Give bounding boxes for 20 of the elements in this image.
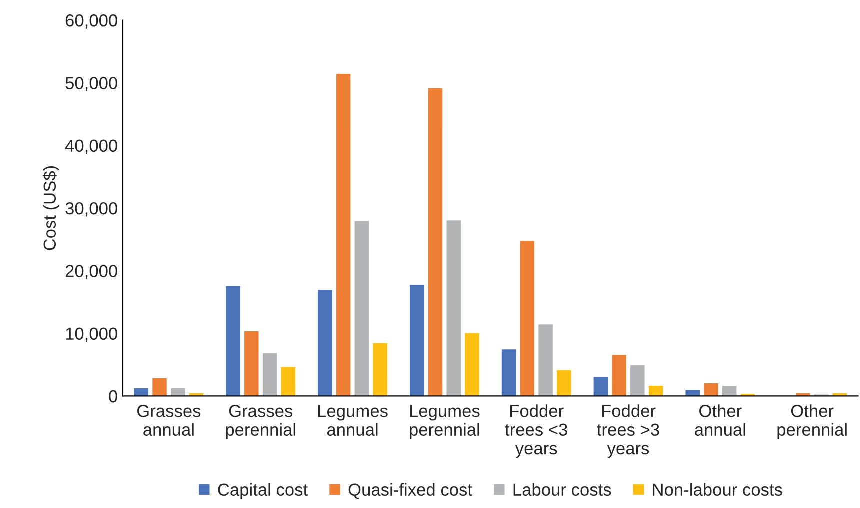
y-tick-label: 20,000: [66, 265, 118, 280]
x-tick-label: Fodder trees <3 years: [505, 404, 568, 458]
x-tick-label: Fodder trees >3 years: [597, 404, 660, 458]
x-tick-label: Grasses annual: [137, 405, 201, 436]
y-tick-label: 30,000: [66, 202, 118, 217]
y-axis-title: Cost (US$): [43, 166, 60, 250]
x-tick-label: Legumes annual: [318, 405, 388, 436]
x-tick-label: Other annual: [695, 404, 746, 436]
legend-label: Non-labour costs: [653, 483, 782, 496]
y-tick-label: 40,000: [65, 140, 118, 154]
x-tick-label: Other perennial: [778, 404, 847, 440]
y-tick-label: 60,000: [66, 14, 118, 29]
y-tick-label: 0: [109, 390, 118, 403]
legend-label: Quasi-fixed cost: [348, 483, 472, 500]
legend-label: Labour costs: [514, 483, 612, 496]
y-tick-label: 50,000: [66, 77, 118, 92]
legend-label: Capital cost: [218, 483, 308, 500]
y-tick-label: 10,000: [66, 328, 118, 342]
x-tick-label: Grasses perennial: [226, 405, 296, 440]
x-tick-label: Legumes perennial: [410, 405, 480, 440]
